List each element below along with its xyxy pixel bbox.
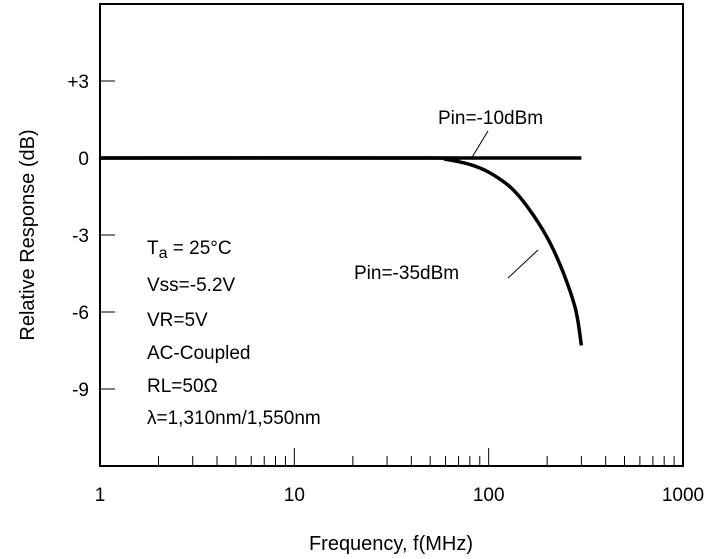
y-tick-label: 0 (78, 149, 89, 170)
y-tick-label: -6 (72, 303, 89, 324)
condition-vr: VR=5V (147, 310, 208, 331)
x-tick-label: 1 (95, 485, 106, 506)
x-axis-title: Frequency, f(MHz) (309, 533, 473, 555)
x-axis-ticks (158, 448, 675, 466)
y-tick-label: -3 (72, 226, 89, 247)
y-tick-label: +3 (67, 72, 89, 93)
x-tick-label: 100 (473, 485, 505, 506)
y-tick-label: -9 (72, 380, 89, 401)
condition-ambient-temperature: Ta = 25°C (147, 238, 232, 262)
annotation-leader-pin-minus10dbm (470, 130, 489, 160)
condition-vss: Vss=-5.2V (147, 275, 236, 296)
y-axis-tick-labels: +3 0 -3 -6 -9 (67, 72, 89, 401)
annotation-leader-pin-minus35dbm (507, 249, 539, 279)
annotation-pin-minus10dbm: Pin=-10dBm (438, 108, 543, 129)
series-line-pin-minus35dbm (99, 156, 584, 346)
y-axis-ticks (100, 80, 115, 390)
y-axis-title: Relative Response (dB) (17, 129, 39, 340)
x-tick-label: 1000 (662, 485, 704, 506)
annotation-pin-minus35dbm: Pin=-35dBm (354, 263, 459, 284)
x-axis-tick-labels: 1 10 100 1000 (95, 485, 704, 506)
condition-wavelength: λ=1,310nm/1,550nm (147, 408, 321, 429)
condition-coupling: AC-Coupled (147, 343, 251, 364)
condition-load-resistance: RL=50Ω (147, 376, 218, 397)
x-tick-label: 10 (284, 485, 305, 506)
